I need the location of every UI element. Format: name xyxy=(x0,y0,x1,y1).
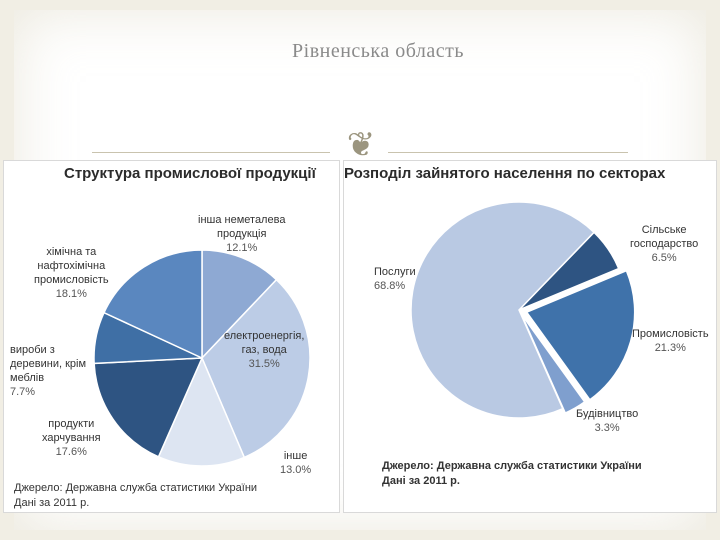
source-line: Джерело: Державна служба статистики Укра… xyxy=(14,482,258,494)
label-line: меблів xyxy=(10,372,45,384)
employment-sectors-chart: Розподіл зайнятого населення по секторах… xyxy=(343,160,717,513)
value-label: 21.3% xyxy=(654,342,686,354)
value-label: 6.5% xyxy=(651,252,677,264)
label-line: інше xyxy=(283,450,308,462)
title-divider-left xyxy=(92,152,330,153)
value-label: 12.1% xyxy=(226,242,258,254)
source-note: Джерело: Державна служба статистики Укра… xyxy=(382,459,642,489)
label-wood: вироби з деревини, крім меблів 7.7% xyxy=(10,343,86,399)
label-line: Послуги xyxy=(374,266,416,278)
pie-slice-4 xyxy=(410,201,596,419)
label-other-nonmetal: інша неметалева продукція 12.1% xyxy=(198,213,285,255)
pie-slice-2 xyxy=(201,278,311,459)
label-energy: електроенергія, газ, вода 31.5% xyxy=(224,329,304,371)
label-line: Будівництво xyxy=(576,408,639,420)
label-line: харчування xyxy=(42,432,101,444)
label-line: Сільське xyxy=(641,224,687,236)
label-industry: Промисловість 21.3% xyxy=(632,327,709,355)
value-label: 68.8% xyxy=(374,280,406,292)
label-line: продукція xyxy=(217,228,267,240)
label-other: інше 13.0% xyxy=(280,449,311,477)
pie-slice-4 xyxy=(93,357,204,458)
label-services: Послуги 68.8% xyxy=(374,265,416,293)
pie-slice-2 xyxy=(525,269,636,401)
pie-slice-6 xyxy=(102,249,203,360)
employment-pie xyxy=(410,201,636,419)
source-line: Джерело: Державна служба статистики Укра… xyxy=(382,460,642,472)
industry-pie xyxy=(93,249,311,467)
pie-slice-1 xyxy=(201,249,278,360)
label-line: нафтохімічна xyxy=(37,260,106,272)
scroll-ornament-icon: ❦ xyxy=(346,125,376,165)
value-label: 7.7% xyxy=(10,386,36,398)
label-line: промисловість xyxy=(34,274,109,286)
label-food: продукти харчування 17.6% xyxy=(42,417,101,459)
label-line: деревини, крім xyxy=(10,358,87,370)
value-label: 3.3% xyxy=(594,422,620,434)
source-line: Дані за 2011 р. xyxy=(382,475,460,487)
label-line: хімічна та xyxy=(46,246,97,258)
label-chemical: хімічна та нафтохімічна промисловість 18… xyxy=(34,245,109,301)
value-label: 17.6% xyxy=(55,446,87,458)
value-label: 31.5% xyxy=(248,358,280,370)
pie-slice-3 xyxy=(157,356,246,467)
label-line: газ, вода xyxy=(241,344,287,356)
title-divider-right xyxy=(388,152,628,153)
chart-title: Структура промислової продукції xyxy=(64,165,316,182)
industry-structure-chart: Структура промислової продукції інша нем… xyxy=(3,160,340,513)
label-agriculture: Сільське господарство 6.5% xyxy=(630,223,698,265)
label-line: Промисловість xyxy=(632,328,709,340)
value-label: 18.1% xyxy=(55,288,87,300)
label-line: господарство xyxy=(630,238,699,250)
source-line: Дані за 2011 р. xyxy=(14,497,90,509)
label-line: інша неметалева xyxy=(198,214,286,226)
label-line: електроенергія, xyxy=(224,330,305,342)
value-label: 13.0% xyxy=(280,464,312,476)
label-construction: Будівництво 3.3% xyxy=(576,407,638,435)
pie-slice-3 xyxy=(520,313,586,415)
label-line: вироби з xyxy=(10,344,55,356)
chart-title: Розподіл зайнятого населення по секторах xyxy=(344,165,666,182)
label-line: продукти xyxy=(48,418,95,430)
source-note: Джерело: Державна служба статистики Укра… xyxy=(14,481,257,511)
slide-title: Рівненська область xyxy=(292,40,464,62)
